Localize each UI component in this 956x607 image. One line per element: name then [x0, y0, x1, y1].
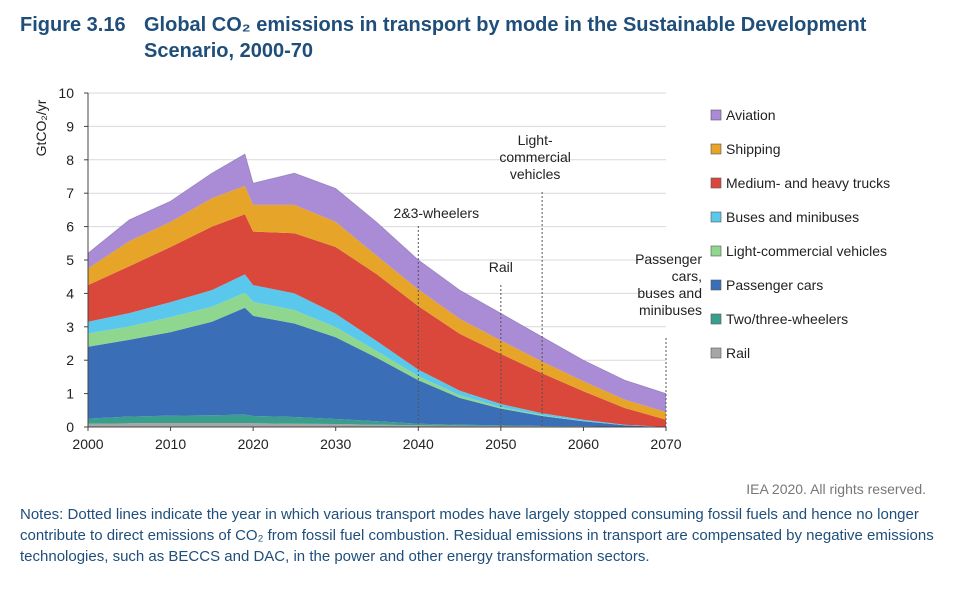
legend-swatch [710, 347, 722, 359]
legend-label: Passenger cars [726, 277, 823, 293]
figure-number: Figure 3.16 [20, 14, 126, 36]
legend-label: Medium- and heavy trucks [726, 175, 890, 191]
x-tick-label: 2040 [403, 436, 434, 452]
y-tick-label: 4 [66, 285, 74, 301]
area-medium-and-heavy-trucks [88, 214, 666, 427]
legend-label: Light-commercial vehicles [726, 243, 887, 259]
annotations: 2&3-wheelers Rail Light-commercialvehicles… [393, 132, 702, 427]
credit-line: IEA 2020. All rights reserved. [746, 481, 926, 497]
legend-swatch [710, 143, 722, 155]
legend-swatch [710, 313, 722, 325]
y-tick-label: 7 [66, 185, 74, 201]
x-tick-label: 2020 [238, 436, 269, 452]
y-tick-label: 10 [58, 85, 74, 101]
area-rail [88, 423, 666, 427]
legend: Aviation Shipping Medium- and heavy trucks… [710, 107, 890, 361]
x-tick-label: 2070 [650, 436, 681, 452]
y-tick-label: 8 [66, 152, 74, 168]
legend-swatch [710, 245, 722, 257]
area-buses-and-minibuses [88, 274, 666, 427]
legend-swatch [710, 279, 722, 291]
x-tick-label: 2030 [320, 436, 351, 452]
legend-swatch [710, 211, 722, 223]
area-passenger-cars [88, 307, 666, 427]
total-outline [87, 153, 667, 394]
annotation-label: vehicles [510, 166, 561, 182]
legend-label: Shipping [726, 141, 781, 157]
annotation-label: Rail [489, 259, 513, 275]
area-two-three-wheelers [88, 414, 666, 427]
y-tick-label: 9 [66, 118, 74, 134]
legend-label: Two/three-wheelers [726, 311, 848, 327]
annotation-label: 2&3-wheelers [393, 205, 479, 221]
x-tick-label: 2060 [568, 436, 599, 452]
emissions-area-chart: 2&3-wheelers Rail Light-commercialvehicles… [33, 85, 890, 452]
figure-title-text: Global CO₂ emissions in transport by mod… [144, 14, 867, 62]
y-axis-title: GtCO₂/yr [33, 99, 49, 156]
y-tick-label: 5 [66, 252, 74, 268]
y-tick-label: 1 [66, 386, 74, 402]
annotation-label: commercial [499, 149, 571, 165]
y-tick-label: 6 [66, 219, 74, 235]
x-tick-label: 2050 [485, 436, 516, 452]
legend-swatch [710, 177, 722, 189]
area-series [87, 153, 667, 427]
legend-label: Buses and minibuses [726, 209, 859, 225]
x-tick-label: 2010 [155, 436, 186, 452]
y-tick-label: 3 [66, 319, 74, 335]
axes: 0 1 2 3 4 5 6 7 8 9 10 2000 2010 2020 2030 2040 2050 2060… [33, 85, 682, 452]
y-tick-label: 2 [66, 352, 74, 368]
area-aviation [88, 154, 666, 412]
y-tick-label: 0 [66, 419, 74, 435]
x-tick-label: 2000 [72, 436, 103, 452]
annotation-label: minibuses [639, 302, 702, 318]
legend-label: Aviation [726, 107, 776, 123]
annotation-label: Passenger [635, 251, 702, 267]
annotation-label: Light- [518, 132, 553, 148]
legend-label: Rail [726, 345, 750, 361]
area-shipping [88, 185, 666, 420]
annotation-label: buses and [637, 285, 702, 301]
annotation-label: cars, [672, 268, 702, 284]
notes-text: Notes: Dotted lines indicate the year in… [20, 506, 934, 565]
legend-swatch [710, 109, 722, 121]
